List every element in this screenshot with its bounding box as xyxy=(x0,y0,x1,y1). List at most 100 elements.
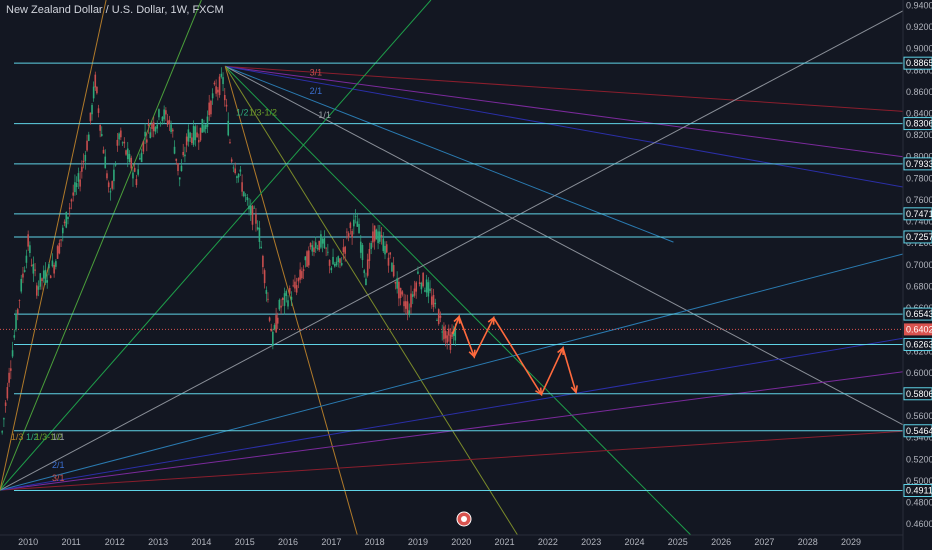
candle-body xyxy=(382,238,385,252)
candle-body xyxy=(22,273,24,278)
level-price-label: 0.54644 xyxy=(906,426,932,436)
candle-body xyxy=(11,350,14,357)
tradingview-logo-icon[interactable] xyxy=(456,511,472,527)
candle-body xyxy=(321,238,324,244)
candle-body xyxy=(232,167,235,169)
candle-body xyxy=(241,182,243,192)
candle-body xyxy=(20,278,23,292)
candle-body xyxy=(403,301,405,307)
candle-body xyxy=(333,263,336,267)
candle-body xyxy=(82,160,85,163)
candle-body xyxy=(184,154,186,157)
candle-body xyxy=(439,315,442,318)
candle-body xyxy=(125,150,127,155)
candle-body xyxy=(116,139,119,146)
level-price-label: 0.65439 xyxy=(906,309,932,319)
level-price-box xyxy=(903,387,932,401)
candle-body xyxy=(323,238,326,248)
candle-body xyxy=(158,109,160,118)
candle-body xyxy=(165,110,167,115)
candle-body xyxy=(349,222,352,229)
candle-body xyxy=(44,269,47,283)
fan-top-line xyxy=(224,66,692,536)
candle-body xyxy=(418,282,421,284)
candle-body xyxy=(4,402,7,406)
candle-body xyxy=(146,139,148,143)
candle-body xyxy=(316,248,319,249)
candle-body xyxy=(170,124,172,132)
candle-body xyxy=(65,211,68,228)
candle-body xyxy=(48,264,50,269)
x-tick-label: 2018 xyxy=(365,537,385,547)
candle-body xyxy=(283,293,286,306)
candle-body xyxy=(222,77,224,85)
candle-body xyxy=(309,243,312,247)
level-price-box xyxy=(903,157,932,171)
candle-body xyxy=(156,124,159,129)
candle-body xyxy=(384,245,386,255)
level-price-label: 0.58067 xyxy=(906,389,932,399)
candle-body xyxy=(294,281,296,289)
candle-body xyxy=(147,124,150,126)
candle-body xyxy=(8,372,10,383)
fan-label-bottom: 2/1 xyxy=(52,460,65,470)
candle-body xyxy=(429,288,431,292)
candle-body xyxy=(234,168,236,174)
candle-body xyxy=(225,104,228,107)
candle-body xyxy=(102,149,105,154)
candle-body xyxy=(441,331,443,333)
x-tick-label: 2016 xyxy=(278,537,298,547)
candle-body xyxy=(346,231,348,233)
candle-body xyxy=(51,260,54,267)
candle-body xyxy=(25,255,28,263)
candle-body xyxy=(385,244,388,253)
candle-body xyxy=(304,256,307,261)
candle-body xyxy=(287,300,289,307)
candle-body xyxy=(379,231,381,242)
candle-body xyxy=(365,278,367,286)
candle-body xyxy=(49,275,52,279)
projection-arrowhead xyxy=(453,314,461,324)
candle-body xyxy=(302,269,305,271)
candle-body xyxy=(270,328,273,332)
level-price-label: 0.72577 xyxy=(906,232,932,242)
candle-body xyxy=(58,242,61,254)
candle-body xyxy=(16,309,19,314)
fan-label-top: 2/1 xyxy=(310,86,323,96)
candle-body xyxy=(152,122,155,132)
candle-body xyxy=(327,251,329,253)
candle-body xyxy=(70,199,73,202)
candle-body xyxy=(415,282,418,292)
candle-body xyxy=(272,331,274,346)
candle-body xyxy=(41,278,43,282)
candle-body xyxy=(396,278,398,289)
fan-top-line xyxy=(224,66,518,536)
candle-body xyxy=(265,290,268,294)
projection-arrowhead xyxy=(557,346,564,356)
candle-body xyxy=(260,246,262,249)
candle-body xyxy=(278,299,281,310)
candle-body xyxy=(185,136,188,146)
candle-body xyxy=(339,258,341,263)
chart-title: New Zealand Dollar / U.S. Dollar, 1W, FX… xyxy=(6,4,224,16)
candle-body xyxy=(13,335,16,338)
candle-body xyxy=(443,326,445,340)
candle-body xyxy=(111,181,113,189)
candle-body xyxy=(314,242,317,249)
level-price-box xyxy=(903,230,932,244)
candle-body xyxy=(1,431,3,433)
candle-body xyxy=(55,261,57,267)
x-tick-label: 2015 xyxy=(235,537,255,547)
candle-body xyxy=(196,132,198,138)
candle-body xyxy=(201,118,204,133)
candle-body xyxy=(406,301,409,314)
candle-body xyxy=(282,297,284,300)
candle-body xyxy=(121,142,124,144)
candle-body xyxy=(29,245,31,254)
